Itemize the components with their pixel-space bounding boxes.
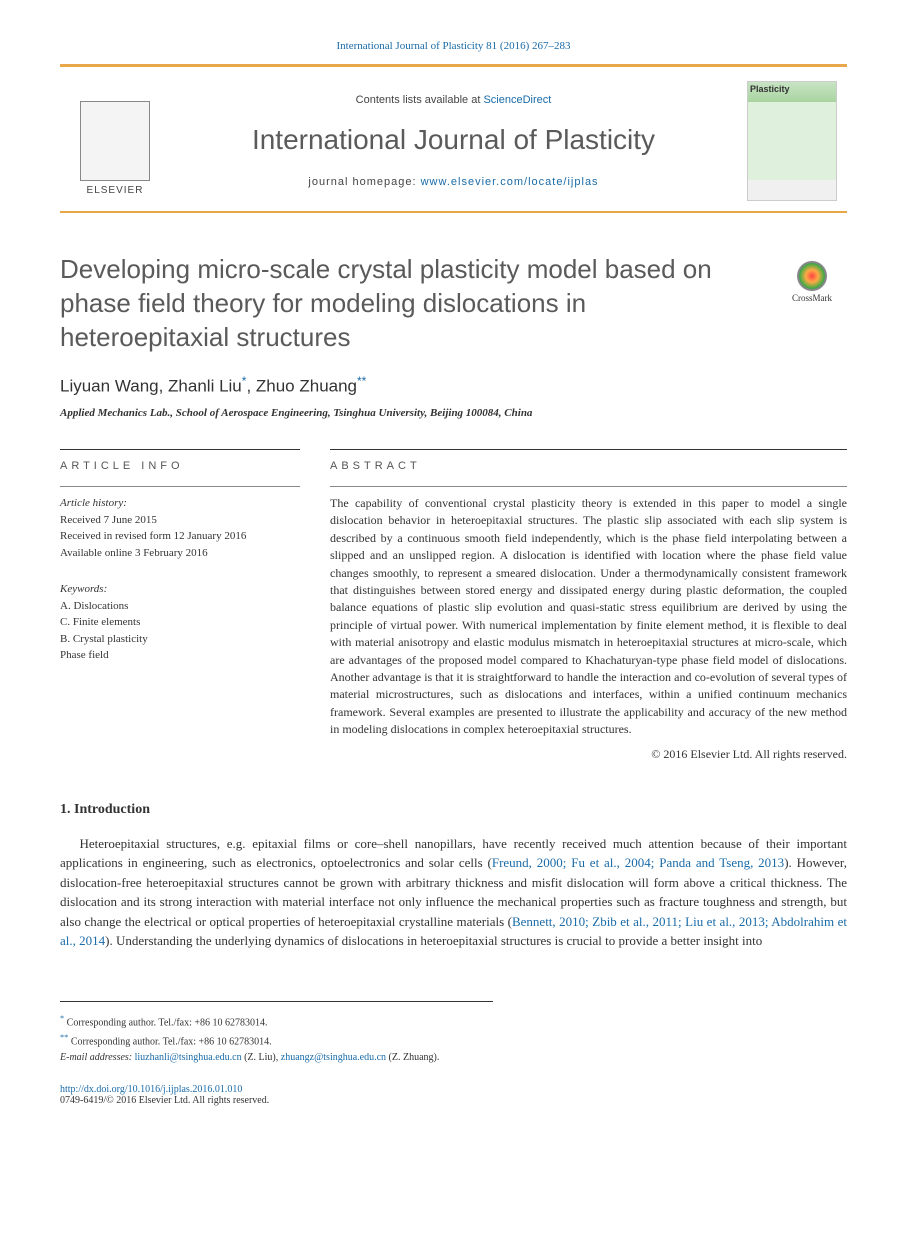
publisher-name: ELSEVIER	[87, 185, 144, 196]
sciencedirect-link[interactable]: ScienceDirect	[483, 94, 551, 106]
contents-prefix: Contents lists available at	[356, 94, 484, 106]
crossmark-badge[interactable]: CrossMark	[777, 261, 847, 303]
homepage-line: journal homepage: www.elsevier.com/locat…	[160, 176, 747, 188]
crossmark-label: CrossMark	[792, 293, 832, 303]
homepage-link[interactable]: www.elsevier.com/locate/ijplas	[421, 176, 599, 188]
journal-name: International Journal of Plasticity	[160, 124, 747, 156]
keyword-item: B. Crystal plasticity	[60, 631, 300, 648]
abstract-column: ABSTRACT The capability of conventional …	[330, 449, 847, 761]
keywords-block: Keywords: A. Dislocations C. Finite elem…	[60, 581, 300, 664]
email-link-1[interactable]: liuzhanli@tsinghua.edu.cn	[135, 1052, 242, 1063]
affiliation: Applied Mechanics Lab., School of Aerosp…	[60, 407, 847, 419]
footnote-corresponding-1: * Corresponding author. Tel./fax: +86 10…	[60, 1012, 493, 1031]
article-title: Developing micro-scale crystal plasticit…	[60, 253, 757, 354]
journal-cover-thumb: Plasticity	[747, 81, 837, 201]
article-history: Article history: Received 7 June 2015 Re…	[60, 486, 300, 561]
email-link-2[interactable]: zhuangz@tsinghua.edu.cn	[281, 1052, 386, 1063]
elsevier-tree-icon	[80, 101, 150, 181]
keyword-item: Phase field	[60, 647, 300, 664]
intro-paragraph: Heteroepitaxial structures, e.g. epitaxi…	[60, 834, 847, 951]
abstract-copyright: © 2016 Elsevier Ltd. All rights reserved…	[330, 747, 847, 762]
info-abstract-columns: ARTICLE INFO Article history: Received 7…	[60, 449, 847, 761]
title-row: Developing micro-scale crystal plasticit…	[60, 253, 847, 354]
abstract-header: ABSTRACT	[330, 449, 847, 486]
intro-heading: 1. Introduction	[60, 802, 847, 818]
doi-link[interactable]: http://dx.doi.org/10.1016/j.ijplas.2016.…	[60, 1084, 242, 1095]
cover-body	[748, 102, 836, 180]
history-online: Available online 3 February 2016	[60, 545, 300, 562]
article-info-header: ARTICLE INFO	[60, 449, 300, 486]
crossmark-icon	[797, 261, 827, 291]
journal-banner: ELSEVIER Contents lists available at Sci…	[60, 64, 847, 213]
keyword-item: A. Dislocations	[60, 598, 300, 615]
footnote-emails: E-mail addresses: liuzhanli@tsinghua.edu…	[60, 1050, 493, 1066]
cover-label: Plasticity	[748, 82, 836, 102]
homepage-prefix: journal homepage:	[308, 176, 420, 188]
issn-copyright: 0749-6419/© 2016 Elsevier Ltd. All right…	[60, 1095, 847, 1106]
header-citation: International Journal of Plasticity 81 (…	[60, 40, 847, 52]
email-name-1: (Z. Liu),	[244, 1052, 278, 1063]
abstract-text: The capability of conventional crystal p…	[330, 486, 847, 738]
history-label: Article history:	[60, 495, 300, 512]
keyword-item: C. Finite elements	[60, 614, 300, 631]
authors-line: Liyuan Wang, Zhanli Liu*, Zhuo Zhuang**	[60, 374, 847, 397]
publisher-logo-block: ELSEVIER	[70, 86, 160, 196]
history-revised: Received in revised form 12 January 2016	[60, 528, 300, 545]
email-name-2: (Z. Zhuang).	[389, 1052, 440, 1063]
email-label: E-mail addresses:	[60, 1052, 132, 1063]
history-received: Received 7 June 2015	[60, 512, 300, 529]
footnotes: * Corresponding author. Tel./fax: +86 10…	[60, 1001, 493, 1067]
banner-center: Contents lists available at ScienceDirec…	[160, 94, 747, 188]
contents-available-line: Contents lists available at ScienceDirec…	[160, 94, 747, 106]
cover-footer	[748, 180, 836, 200]
keywords-label: Keywords:	[60, 581, 300, 598]
doi-block: http://dx.doi.org/10.1016/j.ijplas.2016.…	[60, 1084, 847, 1106]
footnote-corresponding-2: ** Corresponding author. Tel./fax: +86 1…	[60, 1031, 493, 1050]
article-info-column: ARTICLE INFO Article history: Received 7…	[60, 449, 300, 761]
